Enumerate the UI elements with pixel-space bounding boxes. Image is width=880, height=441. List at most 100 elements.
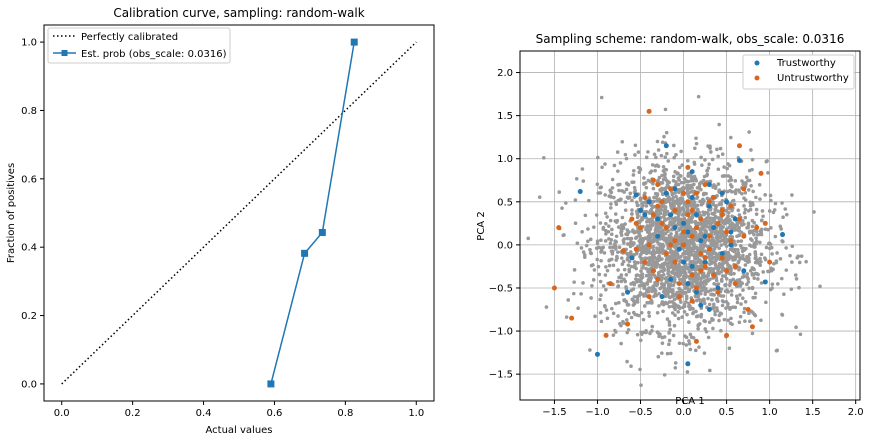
background-point (664, 130, 669, 135)
background-point (688, 347, 693, 352)
background-point (646, 150, 650, 154)
background-point (647, 236, 652, 241)
background-point (775, 348, 780, 353)
background-point (776, 282, 780, 286)
background-point (580, 230, 584, 234)
background-point (748, 268, 753, 273)
calibration-x-tick-label: 0.0 (54, 408, 70, 419)
background-point (708, 368, 712, 373)
background-point (604, 228, 608, 233)
untrustworthy-point (745, 307, 751, 313)
background-point (709, 288, 713, 292)
background-point (715, 147, 719, 152)
background-point (603, 239, 608, 243)
background-point (657, 291, 661, 296)
background-point (651, 182, 655, 186)
background-point (729, 293, 734, 297)
background-point (704, 287, 708, 291)
background-point (703, 158, 707, 162)
background-point (758, 240, 762, 245)
background-point (717, 313, 722, 318)
background-point (725, 260, 729, 265)
background-point (599, 238, 603, 243)
background-point (618, 161, 623, 165)
background-point (711, 256, 716, 260)
background-point (667, 304, 672, 309)
background-point (694, 204, 699, 208)
background-point (676, 201, 680, 205)
background-point (613, 212, 618, 216)
background-point (629, 236, 634, 241)
background-point (693, 146, 697, 151)
background-point (684, 186, 689, 191)
background-point (729, 316, 733, 321)
background-point (743, 190, 748, 195)
background-point (695, 195, 700, 199)
untrustworthy-point (659, 220, 665, 226)
background-point (671, 220, 675, 225)
background-point (632, 260, 637, 264)
background-point (678, 277, 682, 282)
background-point (700, 163, 704, 167)
background-point (608, 245, 612, 250)
background-point (732, 249, 737, 254)
background-point (628, 244, 633, 249)
background-point (595, 257, 600, 262)
background-point (630, 297, 635, 302)
untrustworthy-point (728, 238, 734, 244)
background-point (755, 258, 760, 262)
background-point (645, 256, 649, 261)
background-point (653, 289, 658, 293)
background-point (699, 312, 704, 317)
background-point (679, 149, 683, 154)
background-point (575, 241, 580, 245)
background-point (724, 257, 728, 261)
background-point (661, 265, 666, 270)
calibration-y-axis-label: Fraction of positives (6, 163, 17, 263)
background-point (684, 265, 688, 269)
background-point (705, 169, 710, 173)
background-point (693, 176, 697, 181)
background-point (743, 215, 748, 220)
background-point (701, 192, 706, 197)
untrustworthy-point (758, 170, 764, 176)
background-point (697, 345, 701, 349)
untrustworthy-point (741, 186, 747, 192)
background-point (648, 279, 653, 283)
background-point (708, 220, 713, 225)
est-prob-marker (301, 249, 309, 257)
background-point (706, 296, 710, 301)
background-point (729, 234, 733, 239)
trustworthy-point (655, 233, 661, 239)
untrustworthy-point (672, 259, 678, 265)
background-point (603, 193, 607, 197)
background-point (598, 191, 603, 195)
background-point (702, 351, 707, 355)
background-point (654, 155, 658, 160)
background-point (660, 228, 665, 232)
background-point (657, 175, 662, 180)
background-point (582, 255, 587, 259)
background-point (747, 319, 752, 324)
untrustworthy-point (706, 199, 712, 205)
background-point (754, 207, 759, 212)
trustworthy-point (698, 238, 704, 244)
background-point (707, 162, 711, 167)
background-point (579, 292, 583, 296)
background-point (748, 207, 753, 212)
background-point (619, 223, 624, 227)
background-point (676, 316, 681, 321)
untrustworthy-point (663, 225, 669, 231)
background-point (636, 279, 641, 284)
background-point (635, 297, 640, 302)
background-point (752, 228, 756, 233)
background-point (619, 273, 624, 277)
background-point (797, 260, 802, 265)
background-point (693, 237, 697, 241)
background-point (688, 277, 692, 281)
background-point (704, 230, 708, 235)
background-point (694, 141, 699, 146)
background-point (743, 263, 748, 267)
background-point (605, 268, 610, 273)
background-point (672, 143, 676, 148)
